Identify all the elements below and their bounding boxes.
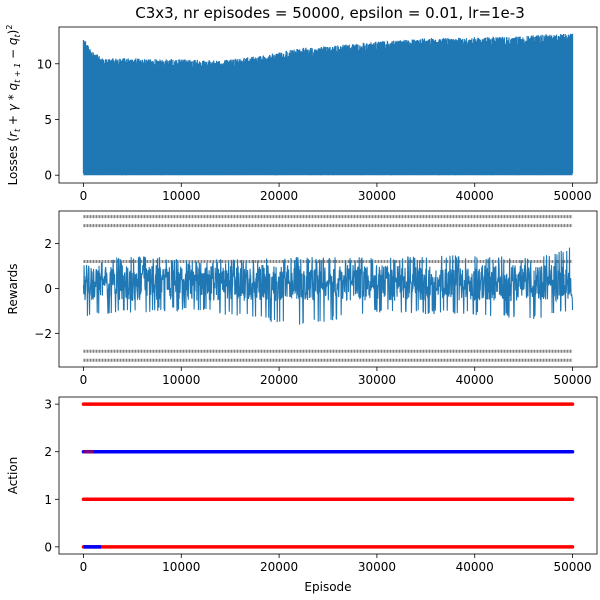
losses-xtick-label: 20000	[260, 189, 298, 203]
rewards-xtick-label: 10000	[162, 373, 200, 387]
rewards-xtick-label: 20000	[260, 373, 298, 387]
actions-frame	[58, 396, 598, 555]
losses-series	[82, 33, 574, 176]
actions-xtick-label: 30000	[358, 560, 396, 574]
losses-ytick-label: 5	[44, 113, 52, 127]
figure-title: C3x3, nr episodes = 50000, epsilon = 0.0…	[135, 4, 525, 22]
rewards-panel: 0 10000 20000 30000 40000 50000 −2 0 2 Rewards	[6, 210, 598, 387]
losses-xtick-label: 50000	[553, 189, 591, 203]
losses-frame	[58, 26, 598, 184]
losses-band	[83, 60, 573, 176]
rewards-ytick-label: 0	[44, 282, 52, 296]
rewards-plot-area	[82, 215, 574, 362]
rewards-ytick-label: −2	[34, 327, 52, 341]
losses-ylabel: Losses (rt + γ * qt + 1 − qt)2	[5, 25, 22, 186]
losses-panel: 0 10000 20000 30000 40000 50000 0 5 10 Losses (rt…	[5, 25, 598, 203]
actions-ytick-label: 1	[44, 493, 52, 507]
actions-xtick-label: 40000	[456, 560, 494, 574]
actions-xtick-label: 10000	[162, 560, 200, 574]
losses-xtick-label: 0	[80, 189, 88, 203]
actions-ylabel: Action	[6, 457, 20, 495]
actions-ytick-label: 2	[44, 445, 52, 459]
rewards-xtick-label: 40000	[456, 373, 494, 387]
rewards-line	[82, 247, 574, 325]
losses-xtick-label: 10000	[162, 189, 200, 203]
rewards-ylabel: Rewards	[6, 264, 20, 315]
actions-xlabel: Episode	[304, 580, 351, 594]
rewards-frame	[58, 210, 598, 368]
rewards-ytick-label: 2	[44, 237, 52, 251]
actions-ytick-label: 0	[44, 540, 52, 554]
losses-xtick-label: 30000	[358, 189, 396, 203]
losses-ytick-label: 10	[37, 57, 52, 71]
rewards-xtick-label: 50000	[553, 373, 591, 387]
actions-xtick-label: 20000	[260, 560, 298, 574]
losses-ytick-label: 0	[44, 169, 52, 183]
actions-xtick-label: 50000	[553, 560, 591, 574]
rewards-xtick-label: 30000	[358, 373, 396, 387]
actions-xtick-label: 0	[80, 560, 88, 574]
losses-xtick-label: 40000	[456, 189, 494, 203]
actions-ytick-label: 3	[44, 398, 52, 412]
actions-panel: 0 10000 20000 30000 40000 50000 0 1 2 3 Action Epis…	[6, 396, 598, 594]
rewards-xtick-label: 0	[80, 373, 88, 387]
